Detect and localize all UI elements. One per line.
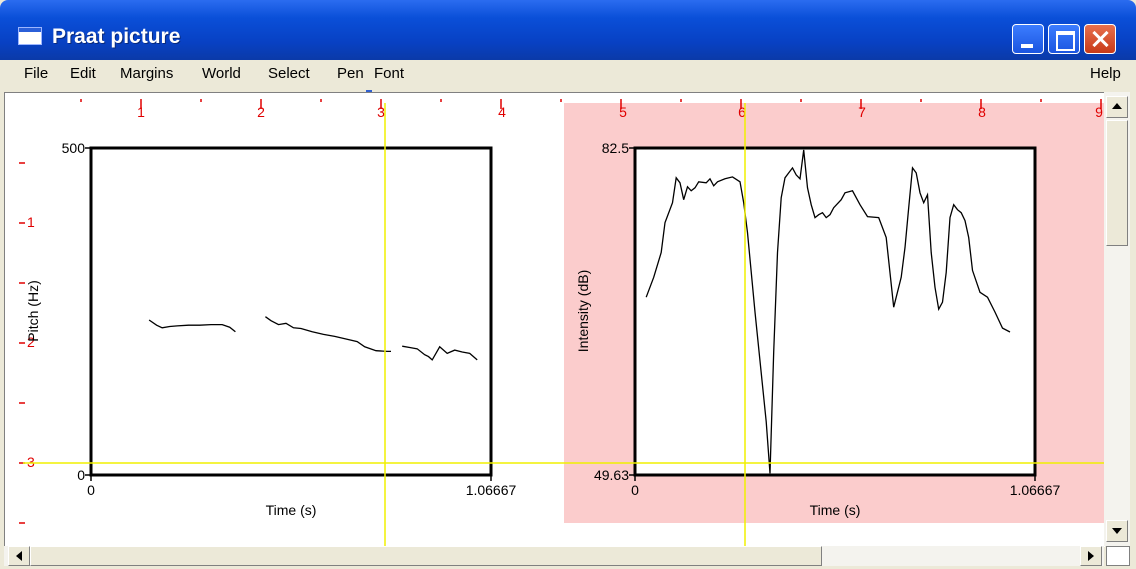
ruler-top-6: 6	[738, 104, 746, 120]
menu-bar: File Edit Margins World Select Pen Font …	[4, 60, 1132, 88]
ruler-left-1: 1	[27, 214, 35, 230]
pitch-x-axis-label: Time (s)	[266, 502, 317, 518]
left-ruler	[19, 162, 25, 524]
menu-select[interactable]: Select	[268, 65, 310, 82]
intensity-x-left-label: 0	[631, 482, 639, 498]
intensity-y-bottom-label: 49.63	[594, 467, 629, 483]
window-icon	[18, 27, 42, 45]
ruler-top-5: 5	[619, 104, 627, 120]
menu-edit[interactable]: Edit	[70, 65, 96, 82]
intensity-x-right-label: 1.06667	[1010, 482, 1061, 498]
pitch-plot-frame	[89, 146, 493, 477]
horizontal-scroll-thumb[interactable]	[30, 546, 822, 566]
arrow-right-icon	[1088, 551, 1094, 561]
picture-svg: 1 2 3 4 5 6 7 8 9 1 2 3 500 0 0 1.06667	[19, 99, 1105, 547]
ruler-top-2: 2	[257, 104, 265, 120]
scroll-down-button[interactable]	[1106, 520, 1128, 542]
pitch-lines-series-2	[402, 345, 478, 361]
pitch-x-left-label: 0	[87, 482, 95, 498]
ruler-left-2: 2	[27, 334, 35, 350]
title-bar: Praat picture	[0, 0, 1136, 60]
intensity-plot-frame	[633, 146, 1037, 477]
ruler-left-3: 3	[27, 454, 35, 470]
menu-help[interactable]: Help	[1090, 65, 1121, 82]
ruler-top-3: 3	[377, 104, 385, 120]
ruler-top-8: 8	[978, 104, 986, 120]
pitch-lines-series-1	[265, 316, 391, 353]
arrow-up-icon	[1112, 103, 1122, 109]
intensity-y-top-label: 82.5	[602, 140, 629, 156]
intensity-y-axis-label: Intensity (dB)	[575, 270, 591, 352]
menu-underline-marker	[366, 90, 372, 92]
vertical-scroll-thumb[interactable]	[1106, 120, 1128, 246]
ruler-top-7: 7	[858, 104, 866, 120]
corner-box	[1106, 546, 1130, 566]
arrow-down-icon	[1112, 528, 1122, 534]
pitch-y-bottom-label: 0	[77, 467, 85, 483]
pitch-lines-series-0	[148, 319, 236, 333]
menu-file[interactable]: File	[24, 65, 49, 82]
top-ruler	[80, 99, 1102, 109]
ruler-top-4: 4	[498, 104, 506, 120]
maximize-button[interactable]	[1048, 24, 1080, 54]
arrow-left-icon	[16, 551, 22, 561]
menu-pen[interactable]: Pen	[337, 65, 364, 82]
pitch-y-top-label: 500	[62, 140, 86, 156]
ruler-top-1: 1	[137, 104, 145, 120]
scroll-left-button[interactable]	[8, 546, 30, 566]
scroll-right-button[interactable]	[1080, 546, 1102, 566]
intensity-curve	[645, 149, 1011, 474]
menu-margins[interactable]: Margins	[120, 65, 174, 82]
pitch-x-right-label: 1.06667	[466, 482, 517, 498]
minimize-button[interactable]	[1012, 24, 1044, 54]
scroll-up-button[interactable]	[1106, 96, 1128, 118]
pitch-y-axis-label: Pitch (Hz)	[25, 280, 41, 341]
ruler-top-9: 9	[1095, 104, 1103, 120]
picture-canvas[interactable]: 1 2 3 4 5 6 7 8 9 1 2 3 500 0 0 1.06667	[4, 92, 1105, 547]
close-button[interactable]	[1084, 24, 1116, 54]
window-title: Praat picture	[52, 25, 181, 48]
menu-world[interactable]: World	[202, 65, 241, 82]
menu-font[interactable]: Font	[374, 65, 405, 82]
intensity-x-axis-label: Time (s)	[810, 502, 861, 518]
intensity-lines-series-0	[645, 149, 1011, 474]
pitch-curve	[148, 316, 478, 361]
